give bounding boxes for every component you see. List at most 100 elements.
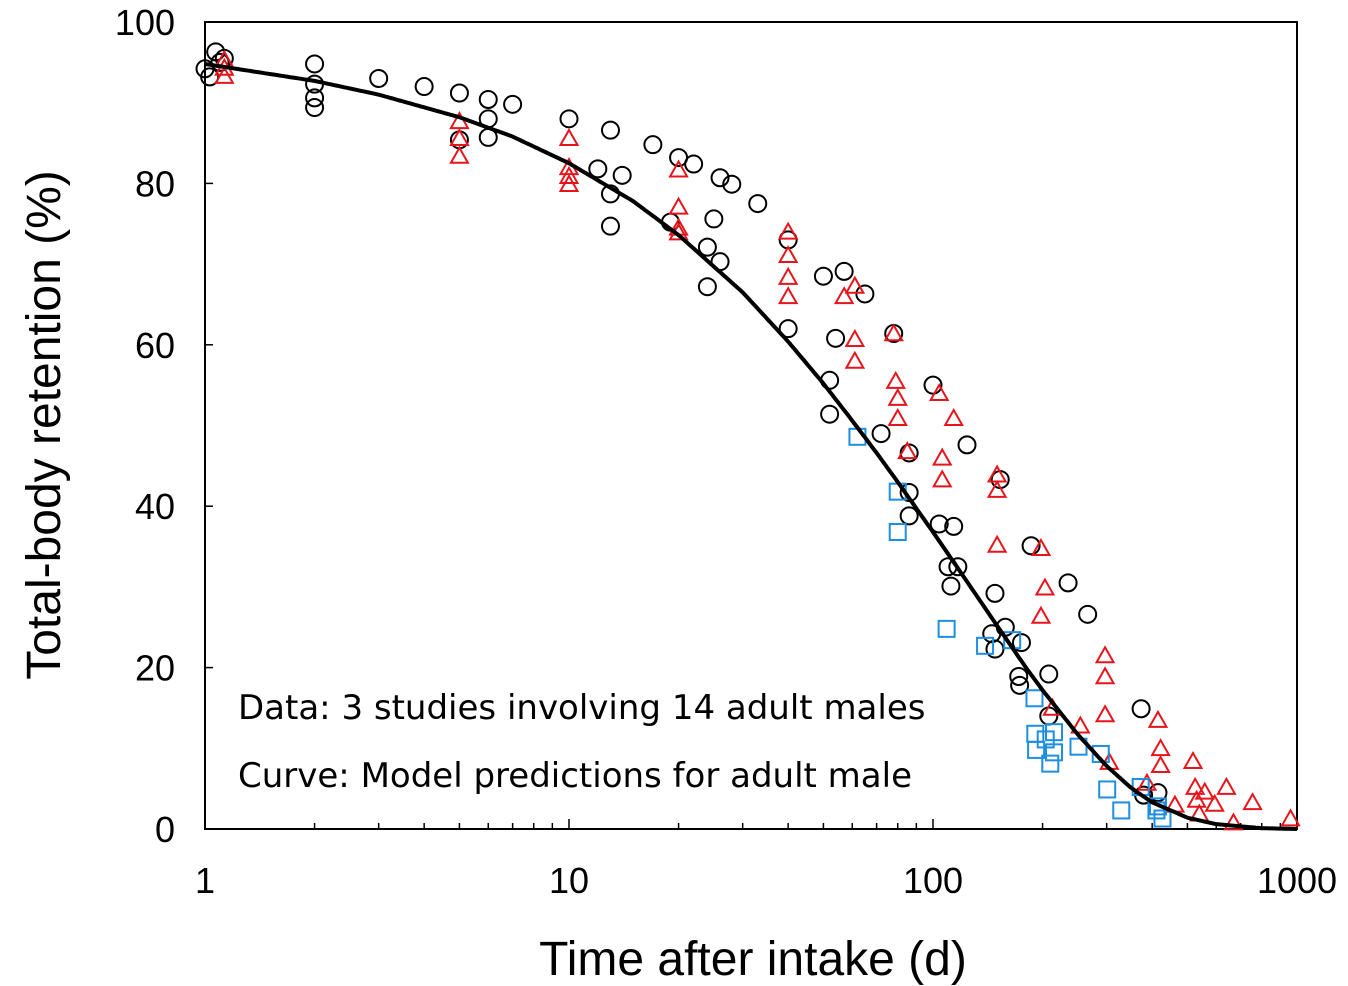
circle-point <box>871 424 891 444</box>
x-tick-label: 1000 <box>1257 860 1337 901</box>
triangle-point <box>887 387 908 406</box>
circle-point <box>923 375 943 395</box>
circle-point <box>855 284 875 304</box>
circle-point <box>643 135 663 155</box>
circle-point <box>612 165 632 185</box>
y-tick-label: 100 <box>115 2 175 43</box>
circle-point <box>944 516 964 536</box>
x-axis-ticks <box>204 819 1282 829</box>
y-axis-ticks <box>205 21 213 830</box>
circle-point <box>957 435 977 455</box>
triangle-point <box>844 328 866 347</box>
square-point <box>1025 689 1044 708</box>
circle-point <box>305 88 325 108</box>
triangle-point <box>1150 755 1171 774</box>
circle-point <box>414 77 434 97</box>
x-tick-label: 1 <box>195 860 215 901</box>
x-axis-tick-labels: 1 10 100 1000 <box>195 860 1337 901</box>
circle-point <box>985 639 1005 659</box>
y-axis-tick-labels: 0 20 40 60 80 100 <box>115 2 175 850</box>
circle-point <box>559 109 579 129</box>
circle-point <box>948 557 968 577</box>
triangle-point <box>844 350 866 369</box>
triangle-point <box>833 286 855 305</box>
circle-point <box>210 52 230 72</box>
circle-point <box>985 583 1005 603</box>
circle-point <box>600 120 620 140</box>
circle-point <box>1009 666 1029 686</box>
triangle-point <box>777 266 799 285</box>
triangle-point <box>1034 577 1056 596</box>
square-point <box>888 523 907 542</box>
circle-point <box>478 89 498 109</box>
square-point <box>1045 743 1064 762</box>
x-tick-label: 10 <box>549 860 589 901</box>
circle-point <box>941 576 961 596</box>
y-tick-label: 40 <box>135 486 175 527</box>
triangle-point <box>986 534 1008 553</box>
circle-point <box>1058 573 1078 593</box>
circle-series <box>195 42 1168 805</box>
triangle-point <box>1094 645 1116 664</box>
triangle-point <box>931 447 953 466</box>
square-point <box>1027 740 1046 759</box>
circle-point <box>826 328 846 348</box>
triangle-point <box>1094 704 1116 723</box>
circle-point <box>748 194 768 214</box>
y-tick-label: 60 <box>135 325 175 366</box>
triangle-point <box>1094 666 1116 685</box>
model-curve <box>204 62 1298 831</box>
circle-point <box>697 237 717 257</box>
circle-point <box>1131 699 1151 719</box>
triangle-point <box>1070 715 1091 734</box>
triangle-point <box>986 479 1008 498</box>
triangle-point <box>1136 772 1158 791</box>
circle-point <box>697 277 717 297</box>
triangle-point <box>558 173 580 193</box>
circle-point <box>588 159 608 179</box>
circle-point <box>1039 706 1059 726</box>
y-axis-title: Total-body retention (%) <box>18 170 71 680</box>
triangle-point <box>928 382 950 402</box>
triangle-point <box>668 159 689 178</box>
square-point <box>1041 754 1060 773</box>
triangle-point <box>449 127 470 147</box>
circle-point <box>813 266 833 286</box>
triangle-point <box>214 65 235 84</box>
circle-point <box>449 83 469 103</box>
circle-point <box>1039 664 1059 684</box>
x-tick-label: 100 <box>903 860 963 901</box>
plot-frame <box>204 21 1298 830</box>
circle-point <box>503 94 523 114</box>
triangle-point <box>558 165 580 184</box>
triangle-point <box>777 221 799 240</box>
circle-point <box>305 98 325 118</box>
circle-point <box>1010 675 1030 695</box>
triangle-point <box>777 286 799 305</box>
annotation-curve: Curve: Model predictions for adult male <box>238 756 912 796</box>
triangle-point <box>1030 537 1052 556</box>
square-point <box>1112 801 1131 820</box>
triangle-point <box>1223 812 1244 831</box>
circle-point <box>369 68 389 88</box>
circle-point <box>1011 633 1031 653</box>
model-curve-layer <box>204 62 1298 831</box>
y-tick-label: 80 <box>135 163 175 204</box>
circle-point <box>1078 604 1098 624</box>
circle-point <box>722 174 742 194</box>
circle-point <box>778 319 798 339</box>
circle-point <box>704 209 724 229</box>
x-axis-title: Time after intake (d) <box>539 933 967 986</box>
square-point <box>1153 809 1172 828</box>
circle-point <box>1021 536 1041 556</box>
square-point <box>1098 780 1117 799</box>
triangle-point <box>558 127 580 147</box>
square-point <box>976 636 995 655</box>
triangle-point <box>668 196 689 215</box>
triangle-point <box>897 441 918 460</box>
circle-point <box>834 261 854 281</box>
circle-point <box>929 514 949 534</box>
triangle-point <box>1150 738 1171 757</box>
triangle-point <box>1204 793 1225 812</box>
y-tick-label: 0 <box>155 809 175 850</box>
